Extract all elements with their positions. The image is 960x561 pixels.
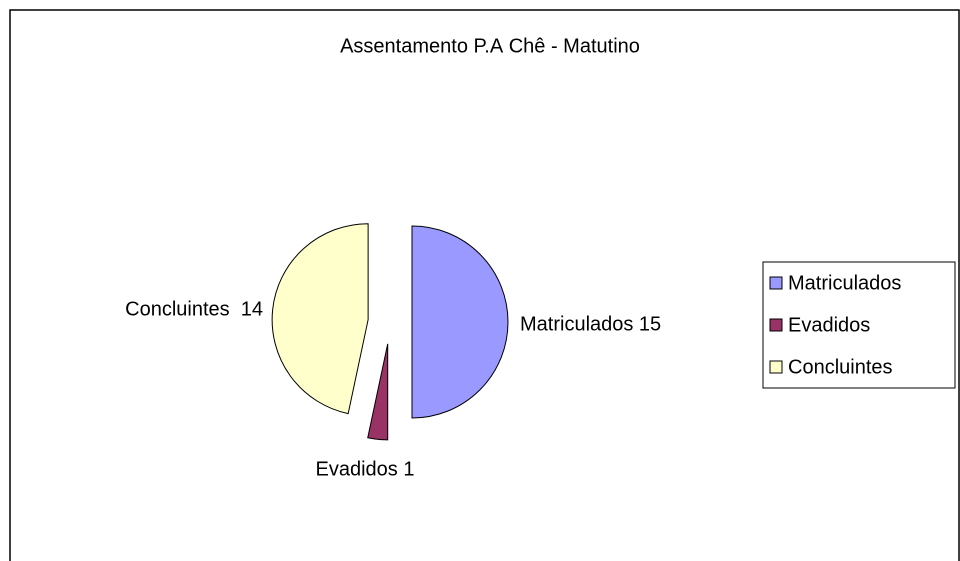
legend-label: Evadidos xyxy=(788,314,870,336)
legend-swatch xyxy=(769,276,783,290)
legend-box xyxy=(762,261,956,389)
pie-slice xyxy=(367,343,389,441)
legend-swatch xyxy=(769,318,783,332)
legend-label: Matriculados xyxy=(788,272,901,294)
legend-label: Concluintes xyxy=(788,356,893,378)
chart-title: Assentamento P.A Chê - Matutino xyxy=(340,35,640,57)
chart-frame xyxy=(9,9,960,561)
data-label: Concluintes 14 xyxy=(125,298,263,320)
data-label: Evadidos 1 xyxy=(316,458,415,480)
legend-swatch xyxy=(769,360,783,374)
pie-slice xyxy=(271,223,369,415)
data-label: Matriculados 15 xyxy=(520,313,661,335)
pie-slice xyxy=(411,225,509,419)
